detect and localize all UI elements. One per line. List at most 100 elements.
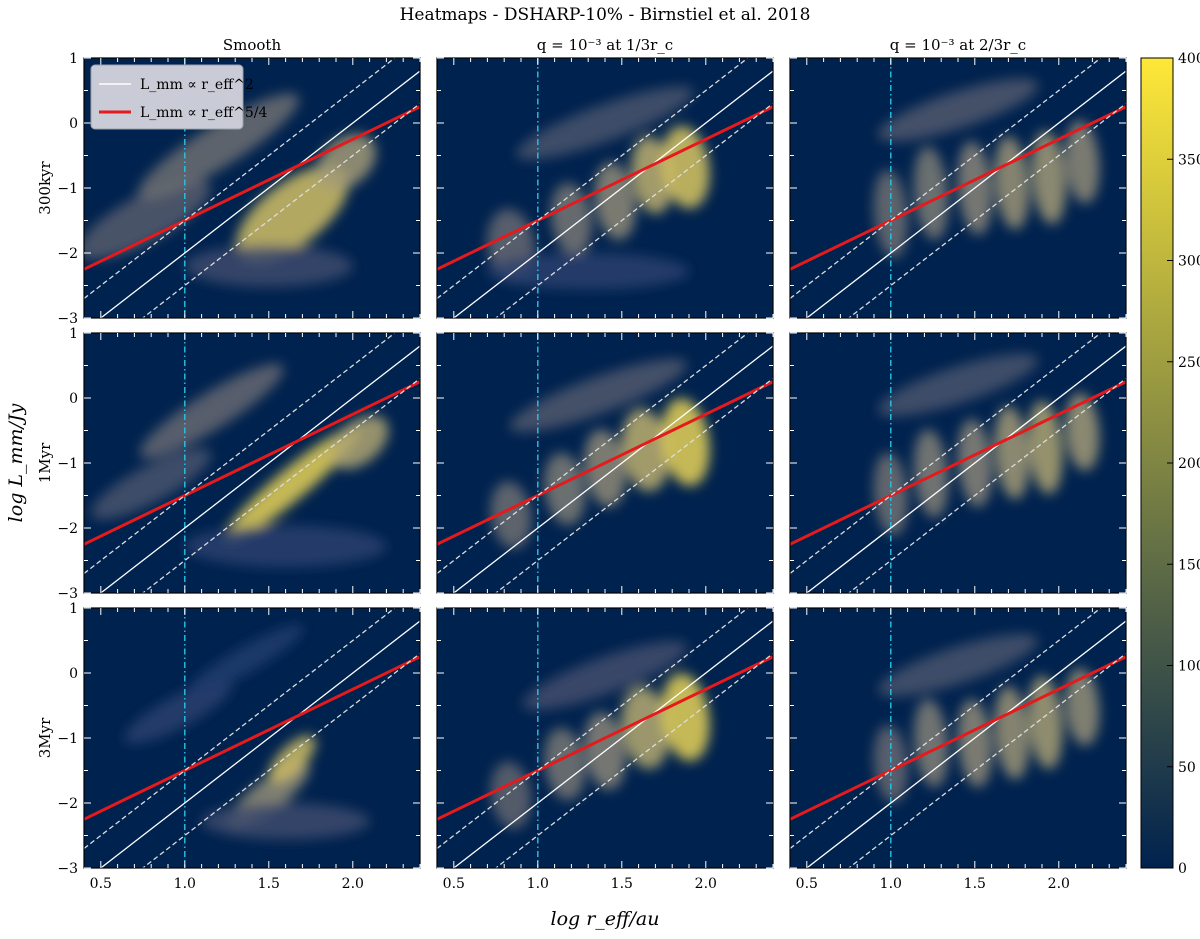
y-tick-label: 1 [69, 51, 78, 67]
colorbar-tick-label: 300 [1178, 254, 1200, 270]
colorbar-tick-label: 150 [1178, 557, 1200, 573]
density-region [84, 93, 376, 287]
density-blob [994, 405, 1029, 500]
dashed-line [494, 652, 773, 868]
red-fit-line [790, 655, 1126, 821]
red-fit-line [790, 380, 1126, 546]
density-blob [137, 93, 299, 200]
dashed-line [847, 652, 1126, 868]
density-blob [913, 146, 949, 240]
y-tick-label: −2 [57, 796, 78, 812]
reference-lines [790, 333, 1126, 593]
panel-0: 1 0 −1 −2 −3 L_mm ∝ r_eff^2 L_mm ∝ r_eff^5/4 [57, 51, 421, 327]
y-tick-label: 0 [69, 391, 78, 407]
legend: L_mm ∝ r_eff^2 L_mm ∝ r_eff^5/4 [90, 64, 268, 130]
red-fit-line [84, 380, 420, 546]
density-blob [661, 125, 710, 209]
density-blob [184, 525, 387, 567]
red-fit-line [84, 105, 420, 271]
reference-lines [437, 58, 773, 318]
colorbar-tick-label: 50 [1178, 760, 1196, 776]
density-blob [522, 641, 688, 711]
colorbar-tick-label: 350 [1178, 152, 1200, 168]
red-fit-line [790, 105, 1126, 271]
dashed-line [84, 333, 396, 575]
row-label-3myr: 3Myr [36, 717, 54, 758]
y-tick-label: −3 [57, 861, 78, 877]
density-blob [516, 86, 694, 160]
density-blob [1065, 392, 1100, 471]
density-blob [124, 680, 232, 744]
density-region [91, 363, 389, 567]
row-label-1myr: 1Myr [36, 442, 54, 483]
y-tick-label: −3 [57, 311, 78, 327]
reference-lines [790, 608, 1126, 868]
white-fit-line [452, 345, 773, 593]
colorbar-tick-label: 200 [1178, 456, 1200, 472]
white-fit-line [805, 70, 1126, 318]
dashed-line [437, 333, 749, 575]
white-fit-line [805, 345, 1126, 593]
panel-7: 0.5 1.0 1.5 2.0 [436, 607, 774, 892]
density-blob [1065, 120, 1100, 204]
ticks [437, 607, 774, 869]
white-fit-line [99, 345, 420, 593]
density-blob [873, 725, 908, 803]
density-blob [594, 162, 636, 240]
colorbar-tick-label: 400 [1178, 51, 1200, 67]
ticks [84, 607, 421, 869]
density-blob [877, 634, 1039, 697]
colorbar: 0 50 100 150 200 250 300 350 400 [1140, 51, 1200, 877]
ticks [437, 332, 774, 594]
density-blob [330, 415, 389, 470]
x-tick-label: 1.0 [174, 876, 196, 892]
panel-3: 1 0 −1 −2 −3 [57, 326, 421, 602]
panel-1 [436, 57, 774, 319]
panel-8: 0.5 1.0 1.5 2.0 [789, 607, 1127, 892]
density-blob [139, 363, 284, 459]
reference-lines [84, 333, 420, 593]
y-tick-label: 0 [69, 116, 78, 132]
chart-title: Heatmaps - DSHARP-10% - Birnstiel et al.… [400, 5, 811, 25]
ticks [84, 57, 421, 319]
density-blob [269, 735, 316, 783]
x-tick-label: 0.5 [90, 876, 112, 892]
dashed-line [790, 608, 1102, 850]
column-title-planet-1-3: q = 10⁻³ at 1/3r_c [537, 36, 673, 54]
density-blob [487, 253, 689, 290]
ticks [790, 607, 1127, 869]
legend-label-r2: L_mm ∝ r_eff^2 [140, 77, 254, 93]
density-blob [509, 358, 687, 432]
panel-2 [789, 57, 1127, 319]
density-blob [873, 169, 908, 259]
density-blob [224, 426, 360, 542]
density-blob [1065, 667, 1100, 746]
density-blob [621, 686, 670, 769]
density-blob [584, 429, 626, 507]
legend-label-r54: L_mm ∝ r_eff^5/4 [140, 105, 268, 121]
red-fit-line [437, 655, 773, 821]
x-tick-label: 1.5 [964, 876, 986, 892]
y-tick-label: −2 [57, 246, 78, 262]
density-blob [91, 448, 212, 520]
x-tick-label: 2.0 [1048, 876, 1070, 892]
dashed-line [141, 652, 420, 868]
density-blob [621, 408, 670, 492]
x-tick-label: 1.5 [611, 876, 633, 892]
white-fit-line [805, 620, 1126, 868]
column-title-planet-2-3: q = 10⁻³ at 2/3r_c [890, 36, 1026, 54]
row-label-300kyr: 300kyr [36, 160, 54, 214]
panel-6: 1 0 −1 −2 −3 0.5 1.0 1.5 2.0 [57, 601, 421, 892]
dashed-line [141, 377, 420, 593]
y-tick-label: −1 [57, 731, 78, 747]
dashed-line [84, 608, 396, 850]
x-tick-label: 0.5 [796, 876, 818, 892]
reference-lines [437, 608, 773, 868]
density-blob [661, 398, 710, 487]
y-tick-label: 1 [69, 326, 78, 342]
density-blob [544, 727, 586, 801]
dashed-line [84, 58, 396, 300]
density-blob [913, 429, 949, 518]
density-blob [490, 481, 532, 549]
